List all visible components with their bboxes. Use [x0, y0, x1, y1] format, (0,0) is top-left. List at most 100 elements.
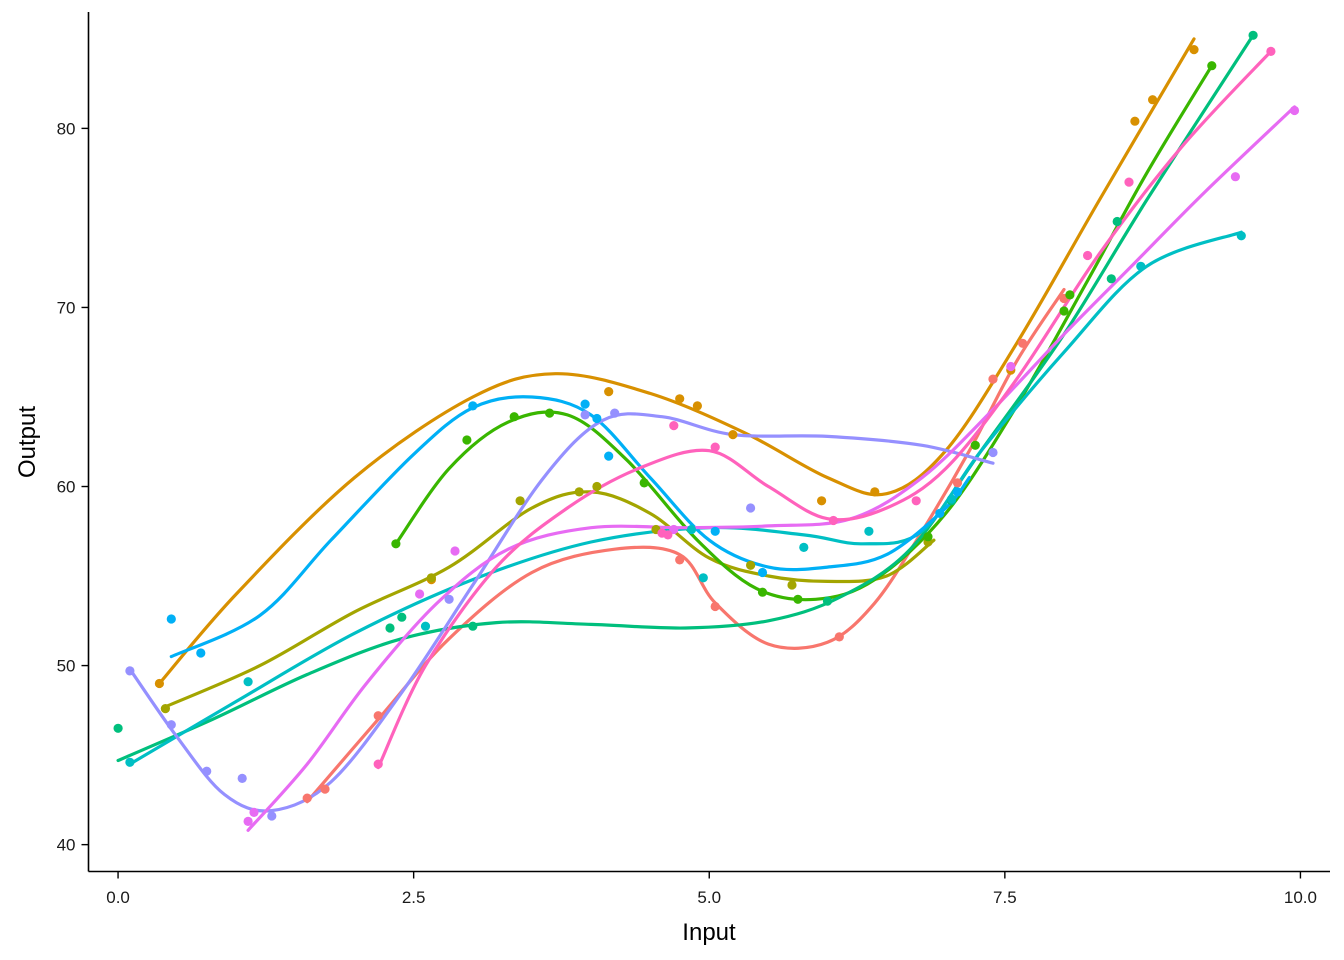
series-2-point-3 — [604, 387, 614, 397]
series-9-point-8 — [1289, 105, 1300, 116]
series-5-point-2 — [385, 623, 395, 633]
series-8-point-1 — [125, 666, 135, 676]
y-tick-label: 40 — [57, 836, 76, 855]
series-4-point-3 — [509, 412, 519, 422]
series-6-point-4 — [686, 524, 697, 535]
series-5-smooth-line — [116, 33, 1255, 763]
series-3-point-7 — [746, 560, 756, 570]
series-9-point-1 — [243, 816, 253, 827]
series-8-point-3 — [202, 766, 212, 776]
series-8-point-2 — [166, 720, 176, 730]
series-4-point-10 — [1059, 306, 1069, 316]
x-axis-title: Input — [682, 919, 736, 946]
y-tick-label: 50 — [57, 657, 76, 676]
series-2-point-5 — [692, 401, 703, 411]
series-10-point-5 — [710, 442, 720, 452]
series-10-point-8 — [1083, 250, 1093, 261]
series-7-point-6 — [604, 451, 614, 461]
series-4-point-6 — [757, 587, 768, 597]
series-1-point-3 — [373, 711, 383, 721]
series-5-point-9 — [1248, 30, 1258, 40]
series-10-point-1 — [373, 759, 383, 769]
series-10-point-3 — [663, 530, 673, 540]
series-10-point-4 — [669, 421, 679, 431]
series-6-point-10 — [1236, 231, 1246, 241]
series-7-point-10 — [952, 487, 963, 497]
y-tick-label: 70 — [57, 298, 76, 317]
series-7-point-1 — [166, 614, 176, 624]
series-8-point-9 — [746, 503, 756, 513]
series-9-point-5 — [669, 524, 679, 535]
series-5-point-1 — [113, 723, 123, 733]
series-9-point-2 — [249, 807, 259, 818]
series-8-point-6 — [444, 594, 454, 604]
series-4-point-8 — [923, 532, 933, 542]
series-8-point-4 — [237, 773, 247, 784]
y-tick-label: 60 — [57, 478, 76, 497]
series-10-point-6 — [828, 515, 839, 526]
y-tick-label: 80 — [57, 119, 76, 138]
x-tick-label: 10.0 — [1284, 888, 1317, 907]
series-4-point-11 — [1065, 290, 1075, 300]
series-8-smooth-line — [128, 412, 995, 813]
series-7-point-5 — [592, 413, 602, 424]
series-1-point-2 — [320, 784, 330, 794]
series-9-point-6 — [1006, 361, 1016, 372]
series-6-point-1 — [125, 757, 135, 767]
series-3-point-3 — [515, 496, 525, 506]
series-7-point-9 — [935, 508, 945, 518]
series-1-point-7 — [952, 478, 963, 488]
series-10-smooth-line — [376, 49, 1273, 770]
series-6-point-9 — [1136, 261, 1146, 271]
series-6-point-7 — [864, 526, 874, 536]
series-10-point-7 — [911, 496, 921, 506]
series-9-point-7 — [1230, 172, 1240, 182]
series-7-smooth-line — [169, 395, 971, 659]
series-7-point-7 — [710, 526, 720, 536]
series-2-point-1 — [154, 678, 164, 689]
series-4-point-9 — [970, 440, 980, 450]
series-2-point-6 — [728, 430, 738, 440]
series-7-point-3 — [468, 401, 478, 411]
series-10-point-10 — [1266, 46, 1276, 57]
series-6-point-6 — [799, 542, 809, 553]
series-9-smooth-line — [246, 105, 1297, 832]
series-4-smooth-line — [394, 64, 1214, 602]
series-3-point-1 — [160, 704, 170, 714]
x-tick-label: 0.0 — [106, 888, 130, 907]
series-1-point-9 — [1018, 338, 1028, 348]
data-points — [113, 30, 1300, 827]
series-4-point-2 — [462, 435, 472, 445]
series-5-point-4 — [468, 621, 478, 631]
series-7-point-8 — [757, 567, 768, 578]
series-2-point-12 — [1189, 45, 1199, 55]
series-4-point-5 — [639, 478, 649, 488]
y-axis-title: Output — [14, 406, 41, 478]
series-1-point-1 — [302, 793, 312, 803]
series-4-point-7 — [793, 594, 803, 604]
series-3-point-4 — [574, 487, 584, 497]
series-9-point-4 — [450, 546, 460, 556]
x-tick-label: 2.5 — [402, 888, 426, 907]
series-10-point-9 — [1124, 177, 1134, 187]
series-1-smooth-line — [305, 287, 1066, 804]
series-5-point-7 — [1106, 274, 1116, 284]
series-5-point-5 — [822, 596, 833, 606]
series-1-point-4 — [675, 555, 685, 565]
series-1-point-8 — [988, 374, 998, 384]
series-7-point-2 — [196, 648, 206, 658]
series-7-point-4 — [580, 399, 590, 409]
series-2-point-11 — [1148, 95, 1158, 105]
series-6-point-3 — [420, 621, 431, 631]
series-6-smooth-line — [128, 230, 1243, 766]
series-6-point-8 — [947, 494, 957, 504]
series-2-point-10 — [1130, 116, 1140, 126]
series-8-point-7 — [580, 410, 590, 420]
series-4-point-1 — [391, 539, 401, 549]
x-tick-label: 5.0 — [697, 888, 721, 907]
series-2-smooth-line — [157, 37, 1196, 686]
series-8-point-8 — [610, 408, 620, 418]
series-2-point-7 — [817, 496, 827, 506]
x-tick-label: 7.5 — [993, 888, 1017, 907]
series-5-point-8 — [1112, 216, 1122, 227]
